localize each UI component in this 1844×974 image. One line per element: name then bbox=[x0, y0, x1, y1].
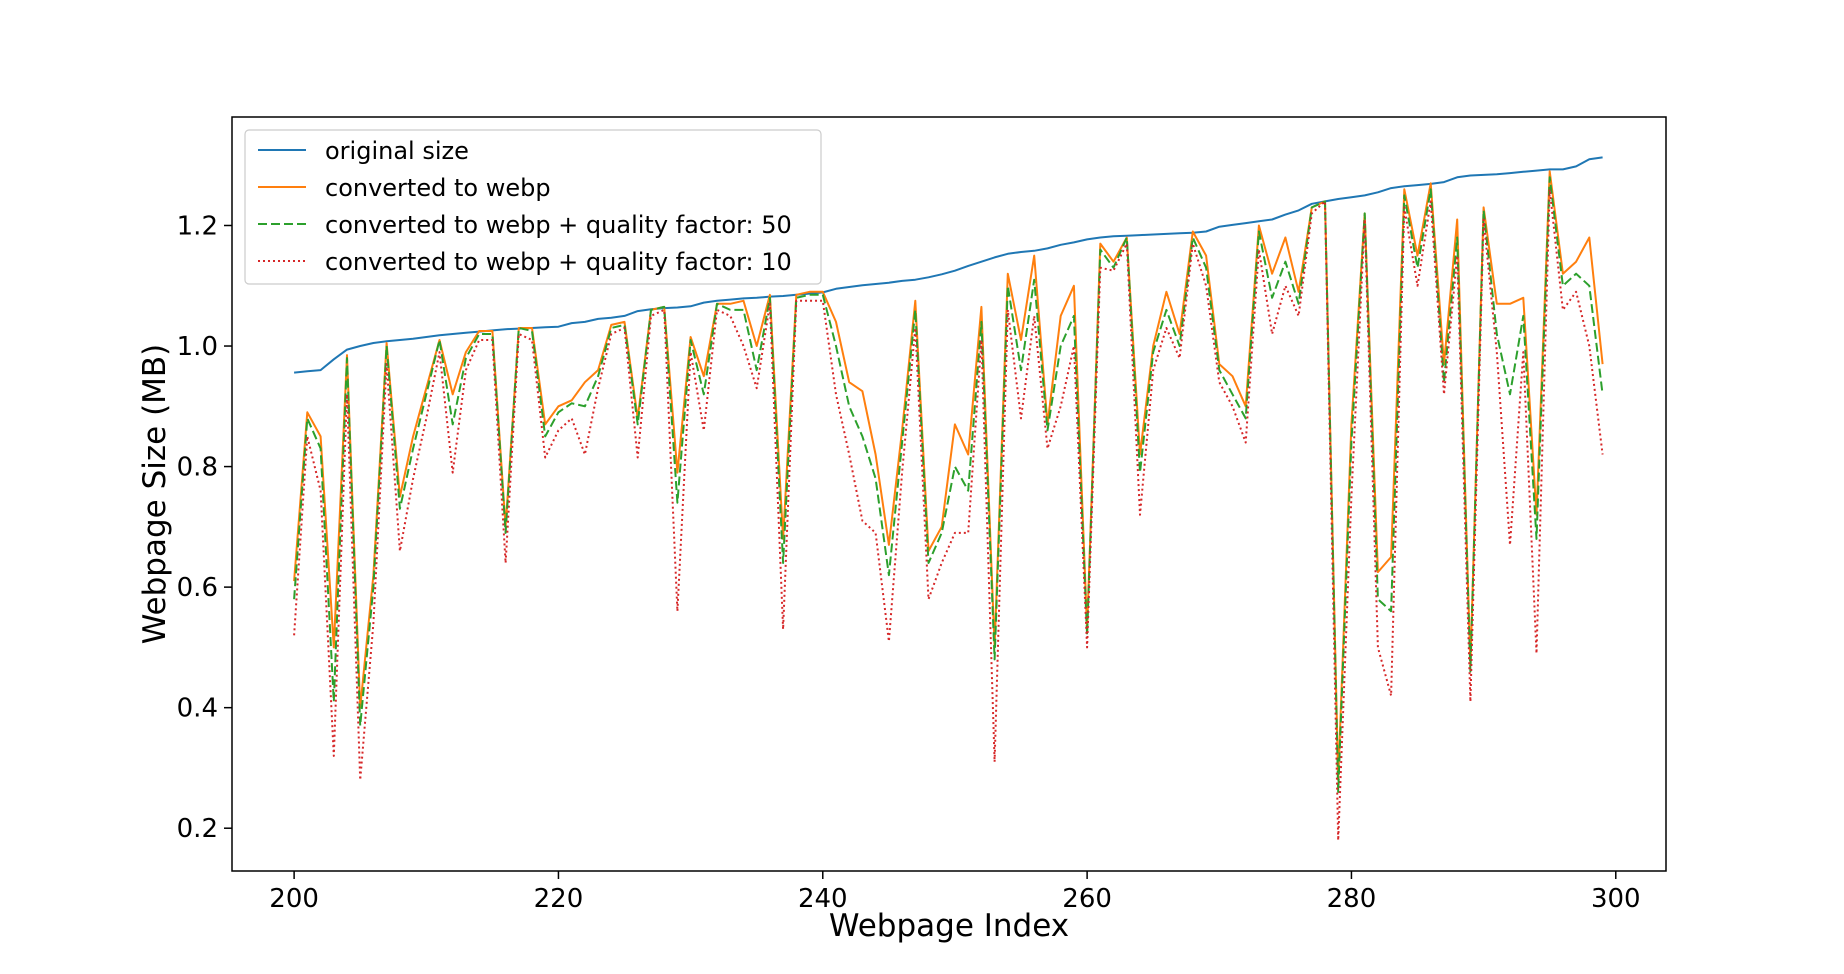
y-tick-label: 0.4 bbox=[177, 694, 218, 724]
series-line-3 bbox=[293, 176, 1604, 793]
legend-label-1: original size bbox=[325, 137, 469, 165]
x-tick-label: 220 bbox=[534, 884, 584, 914]
x-tick-label: 240 bbox=[798, 884, 848, 914]
legend: original size converted to webp converted … bbox=[244, 129, 822, 285]
series-line-1 bbox=[294, 156, 1603, 374]
series-layer bbox=[293, 156, 1604, 842]
y-tick-label: 1.0 bbox=[177, 332, 218, 362]
y-axis-label: Webpage Size (MB) bbox=[137, 344, 173, 645]
plot-frame bbox=[231, 116, 1667, 872]
legend-label-3: converted to webp + quality factor: 50 bbox=[325, 211, 792, 239]
y-tick-label: 0.2 bbox=[177, 814, 218, 844]
y-tick-label: 0.8 bbox=[177, 453, 218, 483]
legend-box bbox=[244, 129, 822, 285]
x-tick-label: 300 bbox=[1591, 884, 1641, 914]
legend-label-2: converted to webp bbox=[325, 174, 551, 202]
x-axis: 200 220 240 260 280 300 bbox=[269, 871, 1641, 914]
x-tick-label: 280 bbox=[1327, 884, 1377, 914]
x-tick-label: 260 bbox=[1062, 884, 1112, 914]
legend-label-4: converted to webp + quality factor: 10 bbox=[325, 248, 792, 276]
x-axis-label: Webpage Index bbox=[829, 908, 1069, 944]
y-tick-label: 1.2 bbox=[177, 211, 218, 241]
y-tick-label: 0.6 bbox=[177, 573, 218, 603]
x-tick-label: 200 bbox=[269, 884, 319, 914]
y-axis: 0.2 0.4 0.6 0.8 1.0 1.2 bbox=[177, 211, 232, 844]
